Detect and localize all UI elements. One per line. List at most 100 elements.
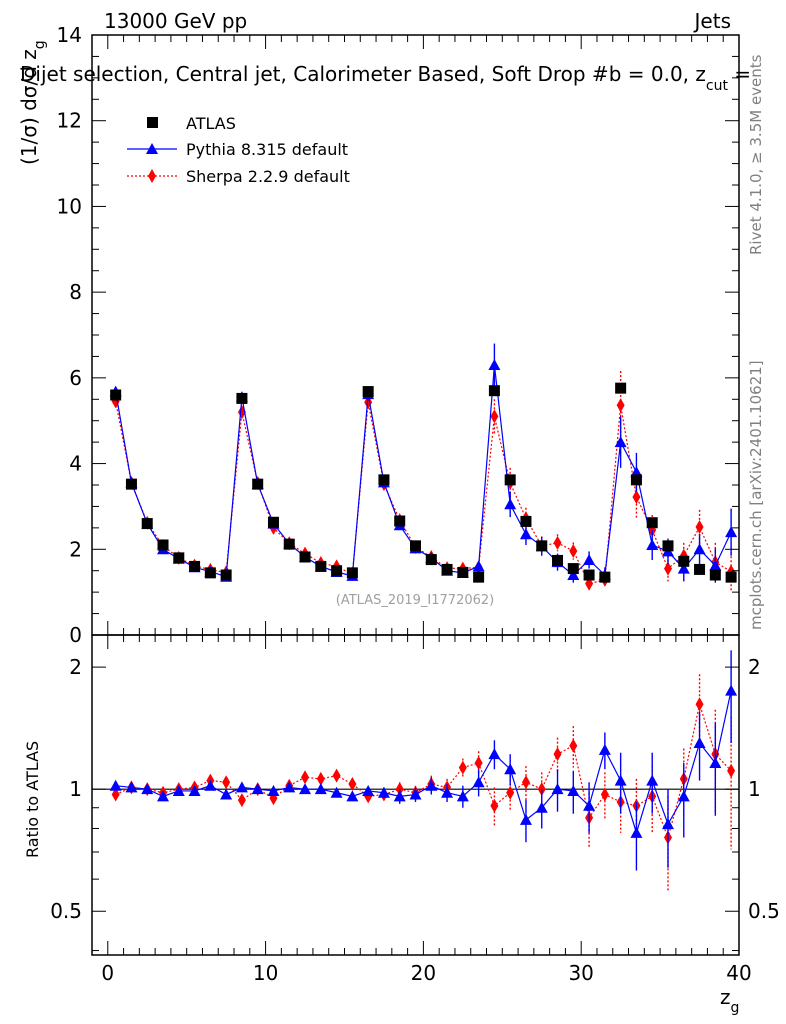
atlas-point (173, 552, 185, 564)
legend-marker-sherpa (148, 169, 156, 183)
ratio-pythia-point (235, 781, 248, 793)
ratio-pythia-point (725, 684, 738, 696)
ratio-sherpa-point (727, 763, 736, 778)
main-panel (109, 343, 738, 592)
atlas-point (473, 571, 485, 583)
ratio-sherpa-point (600, 787, 609, 802)
sherpa-line (115, 401, 732, 585)
atlas-point (457, 566, 469, 578)
x-axis-label-text: z (720, 985, 731, 1009)
ratio-pythia-point (220, 788, 233, 800)
y-tick-label: 6 (69, 366, 82, 390)
atlas-point (410, 540, 421, 552)
atlas-point (236, 392, 248, 404)
y-tick-label: 2 (69, 537, 82, 561)
atlas-point (283, 538, 295, 550)
atlas-point (678, 555, 690, 567)
ratio-pythia-point (109, 779, 122, 791)
ratio-panel (92, 650, 739, 892)
atlas-point (362, 386, 374, 398)
atlas-point (630, 474, 642, 486)
ratio-y-tick-label: 2 (69, 655, 82, 679)
atlas-point (315, 560, 327, 572)
ratio-pythia-point (709, 757, 722, 769)
atlas-point (599, 571, 611, 583)
atlas-point (157, 539, 169, 551)
legend: ATLAS Pythia 8.315 default Sherpa 2.2.9 … (127, 114, 350, 186)
atlas-point (536, 540, 548, 552)
ratio-pythia-point (488, 748, 501, 760)
atlas-point (441, 563, 453, 575)
ratio-y-tick-label-right: 0.5 (748, 899, 780, 923)
ratio-sherpa-point (348, 776, 357, 791)
ratio-sherpa-point (521, 775, 530, 790)
ratio-sherpa-point (301, 770, 310, 785)
ratio-sherpa-line (115, 701, 732, 840)
ratio-pythia-point (188, 784, 201, 796)
ratio-sherpa-point (474, 756, 483, 771)
legend-label-atlas: ATLAS (186, 114, 236, 133)
ratio-sherpa-point (553, 747, 562, 762)
sherpa-point (632, 490, 641, 504)
ratio-sherpa-point (111, 787, 120, 802)
atlas-point (267, 516, 279, 528)
pythia-point (567, 569, 580, 580)
x-tick-label: 20 (411, 961, 436, 985)
ratio-pythia-point (393, 790, 406, 802)
pythia-point (583, 554, 596, 565)
ratio-pythia-point (125, 781, 138, 793)
ratio-pythia-point (598, 743, 611, 755)
ratio-sherpa-point (316, 771, 325, 786)
atlas-point (125, 478, 137, 490)
y-tick-label: 12 (57, 109, 82, 133)
ratio-pythia-point (551, 783, 564, 795)
mcplots-label: mcplots.cern.ch [arXiv:2401.10621] (747, 360, 765, 630)
ratio-pythia-point (535, 801, 548, 813)
ratio-pythia-point (141, 783, 154, 795)
sherpa-point (553, 535, 562, 550)
atlas-point (709, 569, 721, 581)
y-tick-label: 8 (69, 280, 82, 304)
y-tick-label: 0 (69, 623, 82, 647)
ratio-pythia-point (441, 786, 454, 798)
ratio-sherpa-point (222, 775, 231, 790)
ratio-sherpa-point (458, 760, 467, 775)
legend-label-pythia: Pythia 8.315 default (186, 140, 348, 159)
ratio-pythia-point (204, 779, 217, 791)
atlas-point (615, 382, 627, 394)
ratio-frame (91, 634, 740, 956)
atlas-point (520, 515, 532, 527)
ratio-pythia-point (567, 784, 580, 796)
atlas-point (346, 567, 358, 579)
atlas-point (378, 474, 390, 486)
ratio-sherpa-point (332, 768, 341, 783)
plot-title-text: Dijet selection, Central jet, Calorimete… (20, 62, 706, 86)
x-tick-label: 0 (101, 961, 114, 985)
atlas-point (252, 478, 264, 490)
x-tick-label: 30 (568, 961, 593, 985)
ratio-pythia-point (283, 781, 296, 793)
ratio-pythia-point (362, 784, 375, 796)
y-tick-label: 14 (57, 23, 82, 47)
ratio-y-tick-label-right: 1 (748, 777, 761, 801)
atlas-point (220, 569, 232, 581)
y-tick-label: 4 (69, 452, 82, 476)
atlas-point (552, 554, 564, 566)
ratio-y-tick-label: 0.5 (50, 899, 82, 923)
sherpa-point (663, 561, 672, 576)
ratio-pythia-point (157, 790, 170, 802)
atlas-point (488, 385, 500, 397)
pythia-point (693, 543, 706, 555)
atlas-point (583, 569, 595, 581)
atlas-point (299, 551, 311, 563)
ratio-pythia-point (504, 763, 517, 775)
plot-title-sub: cut (706, 78, 729, 94)
ratio-pythia-point (677, 790, 690, 802)
pythia-point (488, 359, 501, 370)
sherpa-point (616, 398, 625, 413)
ratio-sherpa-point (695, 697, 704, 712)
atlas-point (141, 518, 153, 530)
ratio-pythia-point (172, 784, 185, 796)
atlas-point (331, 565, 343, 577)
